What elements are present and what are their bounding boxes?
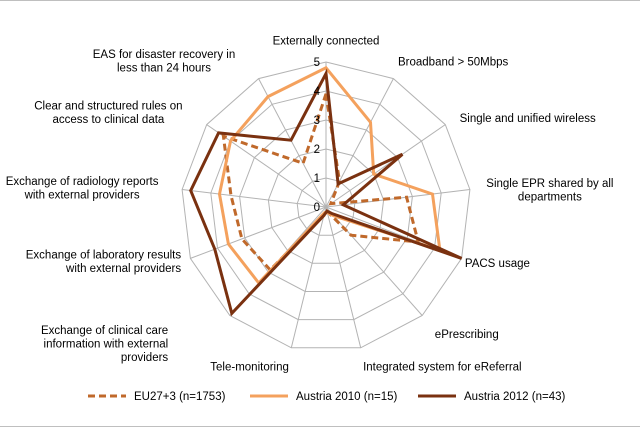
series-line-0	[221, 93, 421, 273]
grid-ring-3	[239, 119, 413, 292]
axis-label-line: access to clinical data	[52, 114, 164, 126]
axis-label-line: departments	[518, 191, 582, 203]
axis-label-line: Tele-monitoring	[210, 362, 289, 374]
axis-label-0: Externally connected	[273, 36, 380, 48]
axis-label-2: Single and unified wireless	[460, 113, 596, 125]
tick-label-0: 0	[314, 202, 320, 214]
axis-label-line: with external providers	[65, 263, 181, 275]
axis-label-line: ePrescribing	[435, 329, 499, 341]
axis-label-line: PACS usage	[465, 258, 530, 270]
axis-label-8: Exchange of clinical care information wit…	[41, 325, 168, 364]
axis-label-10: Exchange of radiology reports with extern…	[6, 176, 159, 202]
axis-label-12: EAS for disaster recovery in less than 24…	[93, 49, 236, 75]
axis-label-line: Exchange of radiology reports	[6, 176, 159, 188]
axis-label-line: information with external	[44, 339, 169, 351]
grid-ring-1	[296, 177, 356, 236]
axis-label-line: Single and unified wireless	[460, 113, 596, 125]
axis-label-11: Clear and structured rules on access to c…	[34, 100, 182, 126]
legend-label-2: Austria 2012 (n=43)	[464, 391, 565, 403]
radar-grid	[181, 61, 471, 349]
tick-label-4: 4	[314, 86, 321, 98]
legend-label-0: EU27+3 (n=1753)	[134, 391, 226, 403]
spoke-10	[182, 189, 327, 208]
legend: EU27+3 (n=1753) Austria 2010 (n=15) Austri…	[88, 391, 565, 403]
axis-label-line: EAS for disaster recovery in	[93, 49, 236, 61]
series-line-2	[189, 68, 463, 317]
spoke-5	[325, 206, 423, 316]
axis-label-9: Exchange of laboratory results with exter…	[26, 250, 182, 276]
radial-tick-labels: 0 1 2 3 4 5	[314, 57, 321, 214]
axis-label-6: Integrated system for eReferral	[363, 362, 522, 374]
axis-labels: Externally connected Broadband > 50Mbps Si…	[6, 36, 614, 374]
spoke-6	[325, 206, 362, 348]
tick-label-5: 5	[314, 57, 320, 69]
axis-label-line: providers	[121, 352, 169, 364]
legend-label-1: Austria 2010 (n=15)	[296, 391, 397, 403]
axis-label-line: with external providers	[24, 189, 140, 201]
axis-label-3: Single EPR shared by all departments	[486, 178, 613, 204]
axis-label-5: ePrescribing	[435, 329, 499, 341]
tick-label-3: 3	[314, 115, 320, 127]
grid-ring-5	[181, 61, 471, 349]
axis-label-line: Single EPR shared by all	[486, 178, 613, 190]
axis-label-line: Integrated system for eReferral	[363, 362, 522, 374]
axis-label-line: Exchange of clinical care	[41, 325, 168, 337]
axis-label-line: Exchange of laboratory results	[26, 250, 182, 262]
spoke-1	[325, 78, 394, 208]
spoke-9	[190, 206, 327, 259]
axis-label-line: Externally connected	[273, 36, 380, 48]
spoke-11	[206, 124, 327, 208]
axis-label-1: Broadband > 50Mbps	[398, 56, 509, 68]
spoke-7	[290, 206, 327, 348]
spoke-2	[325, 124, 446, 208]
axis-label-line: Broadband > 50Mbps	[398, 56, 509, 68]
axis-label-line: less than 24 hours	[117, 62, 211, 74]
tick-label-1: 1	[314, 173, 320, 185]
axis-label-line: Clear and structured rules on	[34, 100, 182, 112]
radar-series	[189, 65, 463, 317]
tick-label-2: 2	[314, 144, 320, 156]
spoke-12	[258, 78, 327, 208]
axis-label-7: Tele-monitoring	[210, 362, 289, 374]
axis-label-4: PACS usage	[465, 258, 530, 270]
